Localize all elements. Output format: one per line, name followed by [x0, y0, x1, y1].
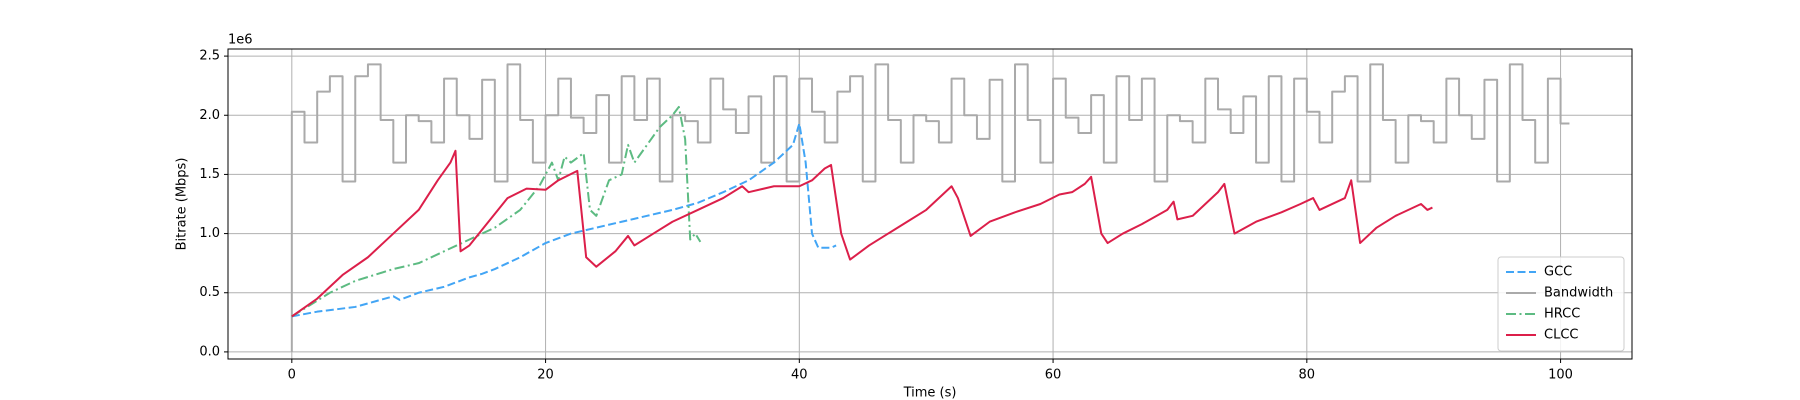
x-tick-label: 100 — [1548, 368, 1573, 383]
legend-label: HRCC — [1544, 307, 1580, 322]
series-line — [291, 149, 1433, 318]
x-tick-label: 20 — [537, 368, 554, 383]
legend-box — [1497, 256, 1625, 352]
x-axis-label: Time (s) — [903, 386, 957, 400]
y-tick-label: 2.0 — [199, 108, 220, 123]
x-tick-label: 0 — [288, 368, 296, 383]
y-tick-label: 0.0 — [199, 344, 220, 359]
y-offset-label: 1e6 — [228, 33, 253, 48]
y-tick-label: 1.5 — [199, 167, 220, 182]
y-tick-label: 0.5 — [199, 285, 220, 300]
y-tick-label: 1.0 — [199, 226, 220, 241]
legend-label: CLCC — [1544, 328, 1578, 343]
series-line — [291, 105, 702, 318]
legend-label: GCC — [1544, 265, 1572, 280]
x-tick-label: 80 — [1299, 368, 1316, 383]
series-line — [290, 63, 1570, 352]
series-line — [291, 122, 837, 318]
x-tick-label: 60 — [1045, 368, 1062, 383]
x-tick-label: 40 — [791, 368, 808, 383]
y-tick-label: 2.5 — [199, 49, 220, 64]
plot-frame — [227, 48, 1633, 360]
legend-label: Bandwidth — [1544, 286, 1613, 301]
y-axis-label: Bitrate (Mbps) — [175, 158, 190, 251]
